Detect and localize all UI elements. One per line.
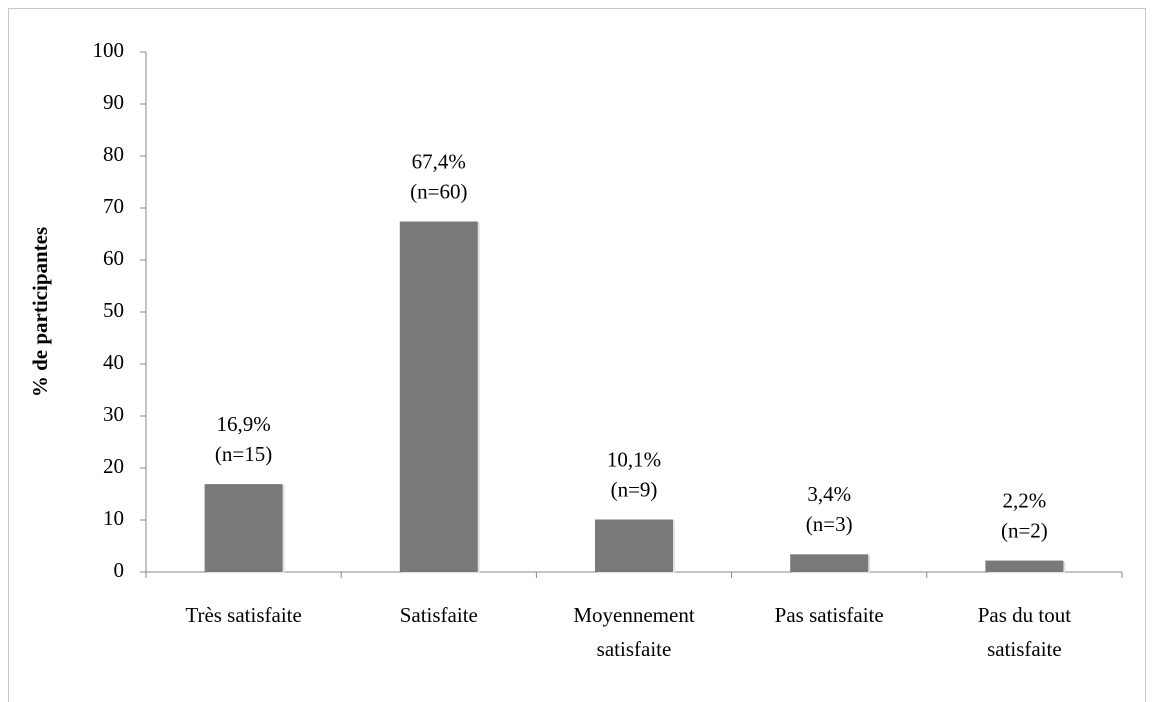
x-tick-label: Moyennement xyxy=(573,603,694,627)
count-label: (n=60) xyxy=(410,179,467,203)
y-axis-label: % de participantes xyxy=(28,227,52,397)
y-tick-label: 10 xyxy=(103,506,124,530)
x-tick-label: satisfaite xyxy=(597,637,672,661)
x-tick-label: Très satisfaite xyxy=(185,603,301,627)
value-label: 67,4% xyxy=(412,149,466,173)
y-tick-label: 20 xyxy=(103,454,124,478)
value-label: 2,2% xyxy=(1003,488,1047,512)
x-tick-label: Satisfaite xyxy=(400,603,478,627)
count-label: (n=2) xyxy=(1001,518,1048,542)
bar xyxy=(790,554,869,572)
bar xyxy=(595,519,673,572)
x-tick-label: Pas du tout xyxy=(978,603,1072,627)
y-tick-label: 100 xyxy=(93,38,125,62)
y-tick-label: 0 xyxy=(114,558,125,582)
value-label: 16,9% xyxy=(216,412,270,436)
count-label: (n=3) xyxy=(806,512,853,536)
chart-frame xyxy=(8,8,1146,702)
bar xyxy=(399,221,478,572)
x-tick-label: satisfaite xyxy=(987,637,1062,661)
count-label: (n=15) xyxy=(215,442,272,466)
y-tick-label: 90 xyxy=(103,90,124,114)
value-label: 3,4% xyxy=(807,482,851,506)
value-label: 10,1% xyxy=(607,447,661,471)
bar xyxy=(985,560,1064,572)
y-tick-label: 40 xyxy=(103,350,124,374)
count-label: (n=9) xyxy=(611,477,658,501)
y-tick-label: 30 xyxy=(103,402,124,426)
y-tick-label: 70 xyxy=(103,194,124,218)
bar xyxy=(204,484,283,572)
y-tick-label: 60 xyxy=(103,246,124,270)
x-tick-label: Pas satisfaite xyxy=(775,603,884,627)
y-tick-label: 50 xyxy=(103,298,124,322)
y-tick-label: 80 xyxy=(103,142,124,166)
